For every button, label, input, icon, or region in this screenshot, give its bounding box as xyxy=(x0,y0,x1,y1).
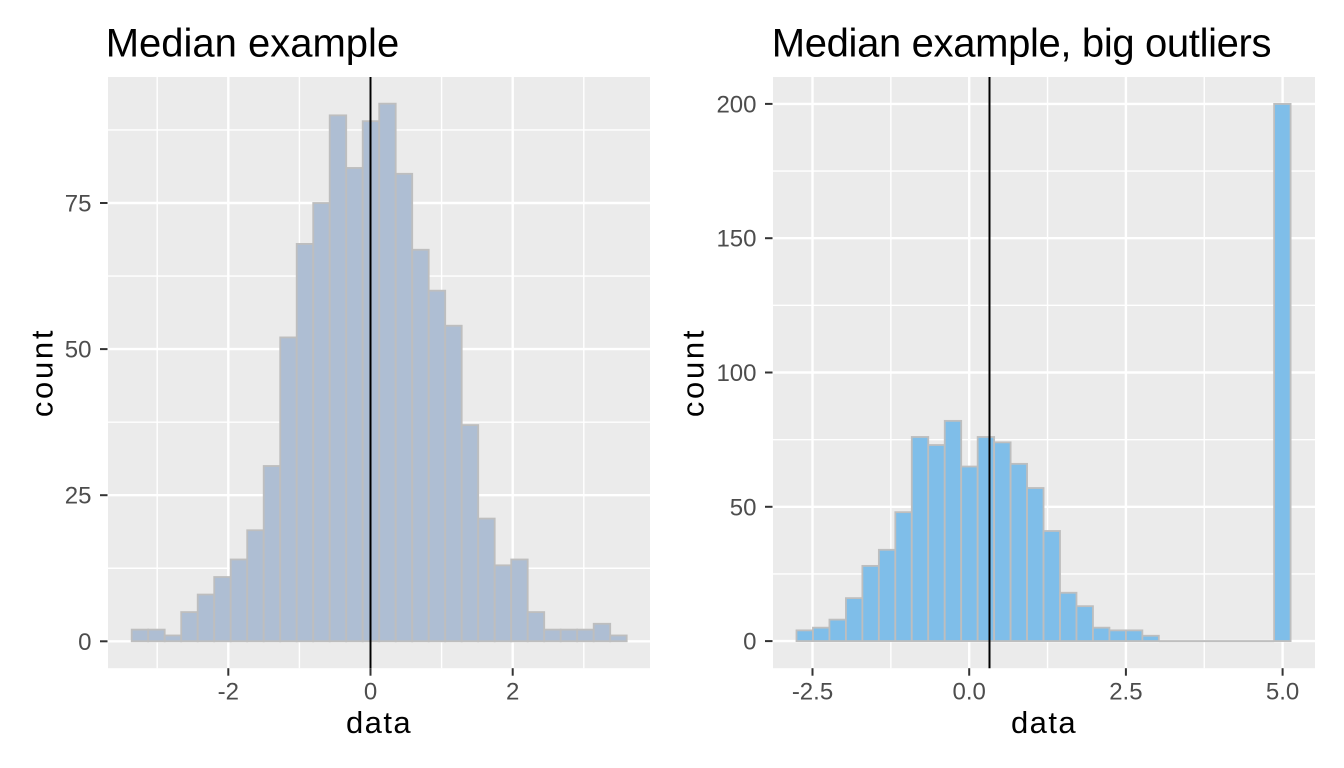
svg-text:75: 75 xyxy=(65,191,92,218)
svg-text:data: data xyxy=(1011,705,1077,740)
svg-text:0: 0 xyxy=(364,679,377,706)
svg-text:50: 50 xyxy=(730,494,757,521)
svg-text:100: 100 xyxy=(716,360,756,387)
svg-text:Median example: Median example xyxy=(106,22,400,66)
svg-text:150: 150 xyxy=(716,226,756,253)
svg-text:0: 0 xyxy=(78,629,91,656)
svg-text:25: 25 xyxy=(65,483,92,510)
svg-text:5.0: 5.0 xyxy=(1266,679,1299,706)
svg-text:count: count xyxy=(24,328,59,417)
svg-text:2: 2 xyxy=(506,679,519,706)
svg-text:Median example, big outliers: Median example, big outliers xyxy=(772,22,1271,66)
svg-text:-2: -2 xyxy=(218,679,239,706)
svg-text:data: data xyxy=(346,705,412,740)
svg-text:-2.5: -2.5 xyxy=(792,679,833,706)
svg-text:0: 0 xyxy=(743,629,756,656)
svg-text:2.5: 2.5 xyxy=(1109,679,1142,706)
svg-text:0.0: 0.0 xyxy=(953,679,986,706)
svg-text:200: 200 xyxy=(716,91,756,118)
svg-text:count: count xyxy=(676,328,711,417)
svg-text:50: 50 xyxy=(65,337,92,364)
